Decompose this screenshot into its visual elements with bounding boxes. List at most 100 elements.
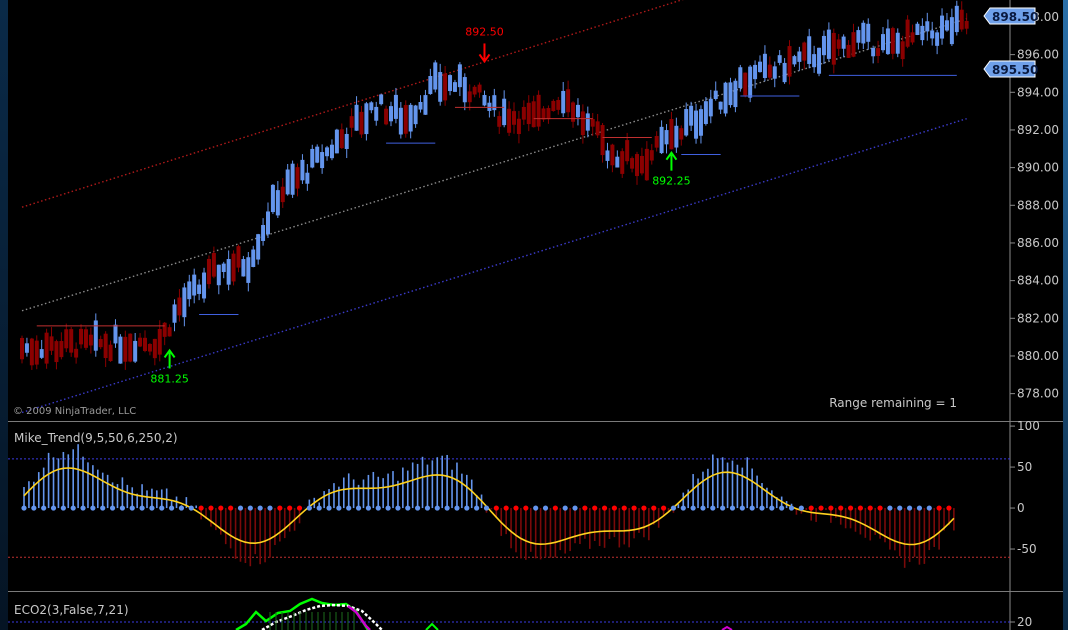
candle	[679, 125, 684, 146]
mt-zero-dot	[907, 505, 913, 511]
candle	[876, 40, 881, 64]
candle	[246, 252, 251, 292]
candle-body	[118, 336, 123, 364]
candle-body	[949, 17, 954, 45]
arrow-head	[665, 150, 678, 161]
candle	[398, 102, 403, 139]
candle-body	[541, 108, 546, 120]
mt-zero-dot	[720, 505, 726, 511]
candle-body	[831, 32, 836, 65]
candle	[546, 105, 551, 124]
eco-tick-label: 20	[1017, 615, 1032, 629]
candle	[24, 337, 29, 357]
candle-body	[211, 252, 216, 277]
candle	[536, 90, 541, 131]
candle-body	[438, 72, 443, 102]
candle	[600, 123, 605, 163]
candle-body	[920, 25, 925, 41]
candle-body	[964, 20, 969, 29]
candle	[364, 101, 369, 141]
mt-zero-dot	[415, 505, 421, 511]
mt-tick-label: 50	[1017, 460, 1032, 474]
candle	[492, 88, 497, 117]
candle	[88, 327, 93, 354]
candle	[477, 82, 482, 98]
candle	[487, 96, 492, 118]
candle-body	[221, 263, 226, 272]
mt-zero-dot	[946, 505, 952, 511]
candle	[698, 105, 703, 144]
mt-zero-dot	[237, 505, 244, 511]
candle-body	[600, 125, 605, 156]
candle	[920, 18, 925, 46]
candle	[605, 142, 610, 169]
mt-zero-dot	[798, 505, 804, 511]
candle	[708, 89, 713, 124]
price-tick-label: 894.00	[1017, 85, 1059, 99]
candle-body	[792, 56, 797, 65]
candle	[777, 50, 782, 66]
candle-body	[846, 44, 851, 58]
candle	[187, 274, 192, 307]
candle	[448, 74, 453, 96]
svg-text:898.50: 898.50	[992, 10, 1038, 24]
candle	[905, 15, 910, 49]
mt-zero-dot	[562, 505, 568, 511]
mt-zero-dot	[257, 505, 263, 511]
candle-body	[266, 211, 270, 235]
candle	[359, 105, 364, 138]
candle	[595, 113, 600, 139]
candle-body	[871, 48, 876, 57]
candle-body	[905, 19, 910, 47]
mt-zero-dot	[847, 505, 854, 511]
eco-slow-line	[261, 603, 383, 630]
candle-body	[689, 105, 694, 126]
candle-body	[649, 150, 654, 161]
candle-body	[861, 22, 866, 44]
candle	[502, 90, 507, 128]
candle	[684, 102, 689, 137]
candle-body	[369, 102, 374, 111]
channel-middle-line	[21, 18, 967, 312]
candle	[728, 77, 733, 108]
candle	[610, 143, 615, 173]
candle-body	[802, 42, 807, 61]
candle-body	[797, 51, 802, 62]
mt-zero-dot	[651, 505, 657, 511]
candle	[231, 250, 236, 286]
candle-body	[915, 23, 920, 35]
candle	[556, 96, 561, 115]
candle	[915, 21, 920, 36]
candle-body	[285, 169, 290, 195]
candle-body	[226, 259, 231, 285]
candle	[177, 289, 182, 322]
mt-zero-dot	[887, 505, 893, 511]
candle-body	[836, 39, 841, 49]
candle-body	[694, 110, 699, 139]
mt-zero-dot	[336, 505, 342, 511]
candle	[885, 19, 890, 55]
price-axis: 898.00896.00894.00892.00890.00888.00886.…	[1010, 10, 1059, 401]
candle-body	[841, 36, 846, 49]
candle	[748, 64, 753, 103]
candle	[940, 8, 945, 45]
mt-zero-dot	[680, 505, 686, 511]
candle-body	[615, 156, 620, 168]
arrow-down-icon: 892.50	[465, 25, 504, 64]
candle	[74, 342, 79, 364]
candle-body	[881, 34, 885, 51]
candle	[674, 117, 679, 153]
mt-zero-dot	[611, 505, 618, 511]
candle-body	[472, 86, 477, 95]
candle	[374, 101, 379, 126]
candle-body	[143, 337, 147, 352]
candle-body	[782, 62, 787, 83]
candle-body	[728, 82, 733, 106]
candle	[782, 58, 787, 84]
mt-zero-dot	[169, 505, 175, 511]
candle-body	[152, 338, 157, 359]
candle-body	[556, 100, 561, 110]
candle	[817, 47, 822, 77]
candle-body	[457, 64, 462, 88]
